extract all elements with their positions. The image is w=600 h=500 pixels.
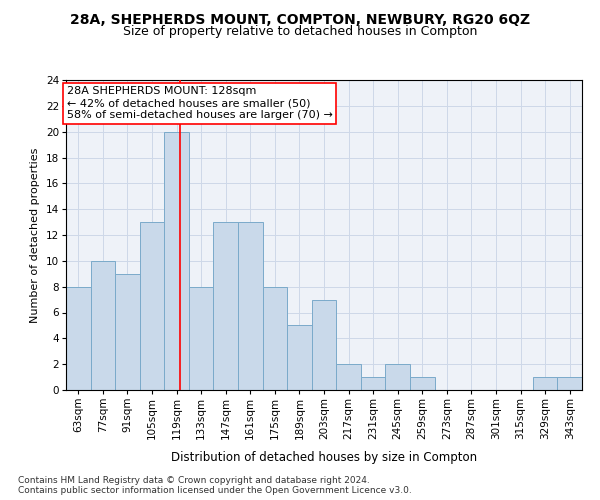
Bar [164,132,189,390]
Bar [557,377,582,390]
Bar [533,377,557,390]
Bar [91,261,115,390]
Bar [287,326,312,390]
Bar [336,364,361,390]
Bar [189,286,214,390]
Bar [66,286,91,390]
Bar [115,274,140,390]
Text: 28A SHEPHERDS MOUNT: 128sqm
← 42% of detached houses are smaller (50)
58% of sem: 28A SHEPHERDS MOUNT: 128sqm ← 42% of det… [67,86,332,120]
Text: Distribution of detached houses by size in Compton: Distribution of detached houses by size … [171,451,477,464]
Bar [385,364,410,390]
Text: Size of property relative to detached houses in Compton: Size of property relative to detached ho… [123,25,477,38]
Bar [410,377,434,390]
Bar [361,377,385,390]
Text: 28A, SHEPHERDS MOUNT, COMPTON, NEWBURY, RG20 6QZ: 28A, SHEPHERDS MOUNT, COMPTON, NEWBURY, … [70,12,530,26]
Text: Contains HM Land Registry data © Crown copyright and database right 2024.
Contai: Contains HM Land Registry data © Crown c… [18,476,412,495]
Y-axis label: Number of detached properties: Number of detached properties [30,148,40,322]
Bar [140,222,164,390]
Bar [263,286,287,390]
Bar [214,222,238,390]
Bar [312,300,336,390]
Bar [238,222,263,390]
